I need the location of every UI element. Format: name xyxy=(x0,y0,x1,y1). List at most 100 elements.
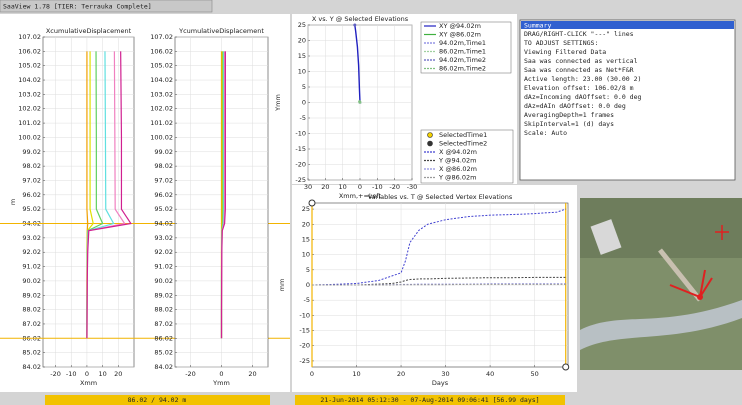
y-tick-label: -15 xyxy=(295,145,306,153)
y-tick-label: -5 xyxy=(304,296,310,304)
x-tick-label: -20 xyxy=(389,183,400,191)
summary-box[interactable] xyxy=(519,19,736,181)
y-tick-label: 96.02 xyxy=(154,191,173,199)
y-tick-label: 107.02 xyxy=(18,33,41,41)
x-axis-label: Xmm xyxy=(80,379,97,387)
y-tick-label: 94.02 xyxy=(154,220,173,228)
y-tick-label: 20 xyxy=(298,37,306,45)
y-tick-label: 93.02 xyxy=(22,234,41,242)
y-tick-label: 88.02 xyxy=(22,306,41,314)
series-line xyxy=(312,283,566,286)
legend-label: XY @86.02m xyxy=(439,31,481,39)
y-tick-label: 89.02 xyxy=(22,291,41,299)
y-tick-label: 90.02 xyxy=(22,277,41,285)
y-tick-label: 15 xyxy=(302,235,310,243)
x-tick-label: 10 xyxy=(352,370,360,378)
x-tick-label: -10 xyxy=(372,183,383,191)
y-tick-label: 98.02 xyxy=(154,162,173,170)
y-axis-label: Ymm xyxy=(274,94,282,112)
legend-label: 94.02m,Time1 xyxy=(439,39,486,47)
xy-point xyxy=(353,23,357,27)
x-tick-label: -30 xyxy=(407,183,418,191)
y-tick-label: 107.02 xyxy=(150,33,173,41)
y-tick-label: 105.02 xyxy=(150,62,173,70)
y-tick-label: 5 xyxy=(306,266,310,274)
x-tick-label: 0 xyxy=(358,183,362,191)
summary-highlight xyxy=(521,21,734,29)
summary-line: DRAG/RIGHT-CLICK "---" lines xyxy=(524,30,634,38)
x-tick-label: -10 xyxy=(66,370,77,378)
y-tick-label: 5 xyxy=(302,83,306,91)
legend-label: 86.02m,Time2 xyxy=(439,65,486,73)
y-tick-label: 86.02 xyxy=(154,334,173,342)
legend-frame xyxy=(420,129,514,184)
y-tick-label: 99.02 xyxy=(154,148,173,156)
y-tick-label: 92.02 xyxy=(22,248,41,256)
y-tick-label: 90.02 xyxy=(154,277,173,285)
y-tick-label: -15 xyxy=(299,327,310,335)
x-axis-label: Ymm xyxy=(212,379,230,387)
y-tick-label: 96.02 xyxy=(22,191,41,199)
photo-river xyxy=(580,300,742,350)
summary-heading: Summary xyxy=(524,22,551,30)
site-photo xyxy=(580,198,742,370)
y-tick-label: -20 xyxy=(299,342,310,350)
y-tick-label: 101.02 xyxy=(18,119,41,127)
y-tick-label: 99.02 xyxy=(22,148,41,156)
y-tick-label: 97.02 xyxy=(22,176,41,184)
series-line xyxy=(312,276,566,286)
y-tick-label: -5 xyxy=(300,114,306,122)
y-tick-label: 87.02 xyxy=(22,320,41,328)
summary-line: Active length: 23.00 (30.00 2) xyxy=(524,75,641,83)
y-tick-label: 91.02 xyxy=(154,263,173,271)
y-tick-label: 98.02 xyxy=(22,162,41,170)
y-tick-label: 101.02 xyxy=(150,119,173,127)
summary-line: Viewing Filtered Data xyxy=(524,48,606,56)
legend-marker xyxy=(427,132,433,138)
photo-building xyxy=(590,219,622,255)
y-tick-label: 103.02 xyxy=(18,90,41,98)
photo-point xyxy=(697,294,703,300)
legend-bg xyxy=(421,22,511,31)
y-tick-label: 91.02 xyxy=(22,263,41,271)
legend-label: 94.02m,Time2 xyxy=(439,56,486,64)
x-tick-label: -20 xyxy=(185,370,196,378)
summary-line: SkipInterval=1 (d) days xyxy=(524,120,614,128)
x-tick-label: 0 xyxy=(219,370,223,378)
y-tick-label: 10 xyxy=(302,251,310,259)
legend-bg xyxy=(421,30,511,39)
x-tick-label: 0 xyxy=(310,370,314,378)
y-tick-label: 104.02 xyxy=(18,76,41,84)
y-tick-label: 103.02 xyxy=(150,90,173,98)
y-tick-label: 20 xyxy=(302,220,310,228)
chart-title: YcumulativeDisplacement xyxy=(178,27,264,35)
y-tick-label: -25 xyxy=(299,357,310,365)
summary-line: dAz=Incoming dAOffset: 0.0 deg xyxy=(524,93,641,101)
summary-line: TO ADJUST SETTINGS: xyxy=(524,39,598,47)
legend-label: XY @94.02m xyxy=(439,22,481,30)
y-tick-label: 84.02 xyxy=(154,363,173,371)
photo-road xyxy=(658,248,702,302)
y-tick-label: 93.02 xyxy=(154,234,173,242)
status-elevations: 86.02 / 94.02 m xyxy=(128,396,187,404)
profile-line xyxy=(86,51,132,339)
legend-bg xyxy=(421,39,511,48)
legend-label: Y @94.02m xyxy=(438,157,476,165)
x-tick-label: 0 xyxy=(85,370,89,378)
y-tick-label: 95.02 xyxy=(22,205,41,213)
x-tick-label: 30 xyxy=(304,183,312,191)
legend-label: X @94.02m xyxy=(439,148,477,156)
series-line xyxy=(312,283,566,286)
legend-label: Y @86.02m xyxy=(438,174,476,182)
status-elevations-bar xyxy=(45,395,270,405)
y-tick-label: 25 xyxy=(298,21,306,29)
photo-north xyxy=(715,225,729,240)
y-tick-label: 0 xyxy=(302,99,306,107)
summary-line: Saa was connected as Net*F&R xyxy=(524,66,634,74)
y-tick-label: 97.02 xyxy=(154,176,173,184)
legend-frame xyxy=(420,21,512,74)
x-tick-label: 40 xyxy=(486,370,494,378)
